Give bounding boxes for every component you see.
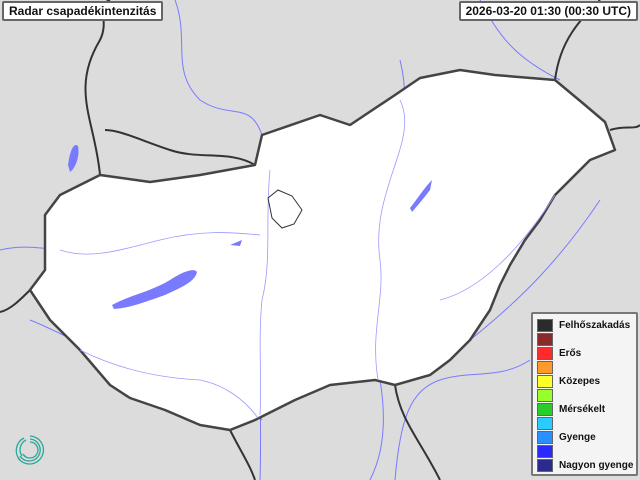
legend-item: Erős [537,346,581,360]
legend-item: Közepes [537,374,600,388]
legend-label: Gyenge [559,431,596,443]
inner-rivers [59,99,556,419]
legend-item [537,332,559,346]
legend-item [537,444,559,458]
legend-swatch [537,388,553,402]
budapest-outline [267,189,303,229]
legend-swatch [537,402,553,416]
spiral-logo-icon [15,435,45,465]
legend-label: Közepes [559,375,601,387]
lake-balaton [112,270,197,309]
legend-swatch [537,458,553,472]
legend-label: Felhőszakadás [559,319,631,331]
timestamp: 2026-03-20 01:30 (00:30 UTC) [458,1,638,21]
legend-swatch [537,360,553,374]
legend-label: Erős [559,347,582,359]
map-title: Radar csapadékintenzitás [2,1,164,21]
legend-item: Gyenge [537,430,596,444]
lake-velence [230,240,242,246]
legend-item: Nagyon gyenge [537,458,633,472]
legend-swatch [537,374,553,388]
lake-tisza [410,180,432,212]
legend-swatch [537,444,553,458]
legend-item: Mérsékelt [537,402,605,416]
legend-item [537,360,559,374]
lake-neusiedl [68,144,79,172]
legend-swatch [537,430,553,444]
legend-label: Mérsékelt [559,403,606,415]
legend-swatch [537,346,553,360]
legend-item [537,416,559,430]
legend-swatch [537,332,553,346]
legend-item [537,388,559,402]
legend-item: Felhőszakadás [537,318,630,332]
legend-swatch [537,318,553,332]
legend-swatch [537,416,553,430]
precipitation-legend: Felhőszakadás Erős Közepes Mérsékelt Gyenge N… [531,312,638,476]
legend-label: Nagyon gyenge [559,459,634,471]
